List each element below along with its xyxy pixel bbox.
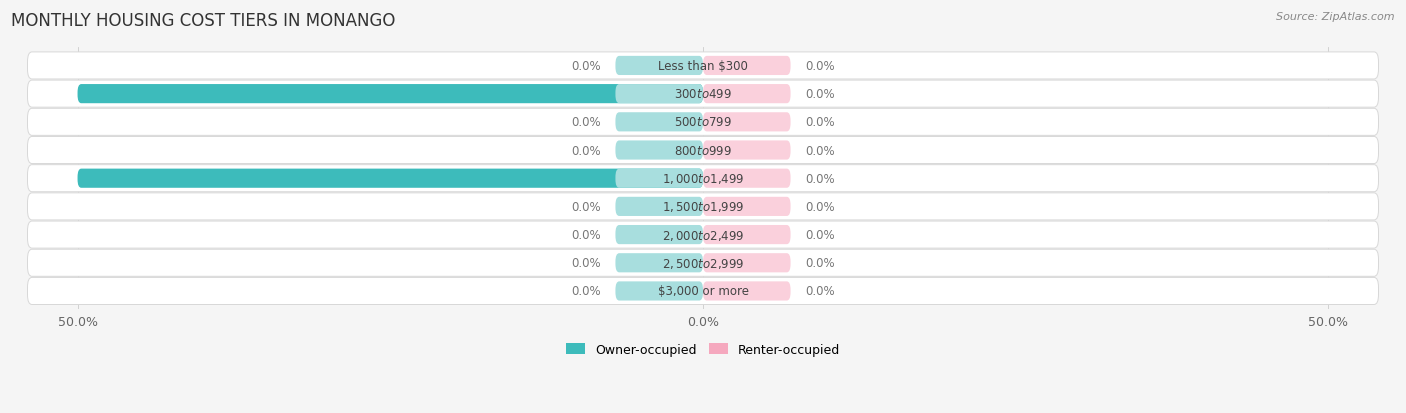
FancyBboxPatch shape: [616, 169, 703, 188]
Text: 0.0%: 0.0%: [806, 285, 835, 298]
FancyBboxPatch shape: [616, 197, 703, 216]
Text: 0.0%: 0.0%: [806, 172, 835, 185]
FancyBboxPatch shape: [28, 165, 1378, 192]
Text: 0.0%: 0.0%: [571, 228, 600, 242]
Text: $3,000 or more: $3,000 or more: [658, 285, 748, 298]
Text: $500 to $799: $500 to $799: [673, 116, 733, 129]
Text: $2,000 to $2,499: $2,000 to $2,499: [662, 228, 744, 242]
FancyBboxPatch shape: [28, 81, 1378, 108]
FancyBboxPatch shape: [703, 254, 790, 273]
FancyBboxPatch shape: [616, 113, 703, 132]
Text: MONTHLY HOUSING COST TIERS IN MONANGO: MONTHLY HOUSING COST TIERS IN MONANGO: [11, 12, 395, 30]
Text: $800 to $999: $800 to $999: [673, 144, 733, 157]
FancyBboxPatch shape: [703, 57, 790, 76]
Text: $300 to $499: $300 to $499: [673, 88, 733, 101]
FancyBboxPatch shape: [616, 225, 703, 244]
FancyBboxPatch shape: [616, 85, 703, 104]
FancyBboxPatch shape: [28, 53, 1378, 80]
Text: $1,000 to $1,499: $1,000 to $1,499: [662, 172, 744, 186]
FancyBboxPatch shape: [28, 137, 1378, 164]
Text: 0.0%: 0.0%: [571, 60, 600, 73]
Text: 0.0%: 0.0%: [806, 88, 835, 101]
FancyBboxPatch shape: [703, 141, 790, 160]
FancyBboxPatch shape: [703, 282, 790, 301]
Text: Less than $300: Less than $300: [658, 60, 748, 73]
FancyBboxPatch shape: [703, 169, 790, 188]
FancyBboxPatch shape: [616, 282, 703, 301]
Text: 0.0%: 0.0%: [806, 256, 835, 270]
FancyBboxPatch shape: [28, 221, 1378, 249]
Legend: Owner-occupied, Renter-occupied: Owner-occupied, Renter-occupied: [561, 338, 845, 361]
Text: $1,500 to $1,999: $1,500 to $1,999: [662, 200, 744, 214]
Text: 0.0%: 0.0%: [806, 228, 835, 242]
FancyBboxPatch shape: [703, 113, 790, 132]
FancyBboxPatch shape: [28, 249, 1378, 277]
FancyBboxPatch shape: [77, 169, 703, 188]
FancyBboxPatch shape: [616, 254, 703, 273]
FancyBboxPatch shape: [28, 109, 1378, 136]
FancyBboxPatch shape: [616, 141, 703, 160]
Text: 0.0%: 0.0%: [806, 60, 835, 73]
Text: 50.0%: 50.0%: [32, 172, 73, 185]
Text: Source: ZipAtlas.com: Source: ZipAtlas.com: [1277, 12, 1395, 22]
FancyBboxPatch shape: [77, 85, 703, 104]
Text: $2,500 to $2,999: $2,500 to $2,999: [662, 256, 744, 270]
Text: 0.0%: 0.0%: [571, 116, 600, 129]
Text: 0.0%: 0.0%: [806, 144, 835, 157]
Text: 0.0%: 0.0%: [806, 200, 835, 214]
Text: 0.0%: 0.0%: [571, 144, 600, 157]
FancyBboxPatch shape: [616, 57, 703, 76]
Text: 0.0%: 0.0%: [571, 285, 600, 298]
Text: 0.0%: 0.0%: [571, 256, 600, 270]
Text: 0.0%: 0.0%: [806, 116, 835, 129]
FancyBboxPatch shape: [703, 197, 790, 216]
Text: 50.0%: 50.0%: [32, 88, 73, 101]
Text: 0.0%: 0.0%: [571, 200, 600, 214]
FancyBboxPatch shape: [28, 278, 1378, 305]
FancyBboxPatch shape: [703, 85, 790, 104]
FancyBboxPatch shape: [28, 193, 1378, 221]
FancyBboxPatch shape: [703, 225, 790, 244]
